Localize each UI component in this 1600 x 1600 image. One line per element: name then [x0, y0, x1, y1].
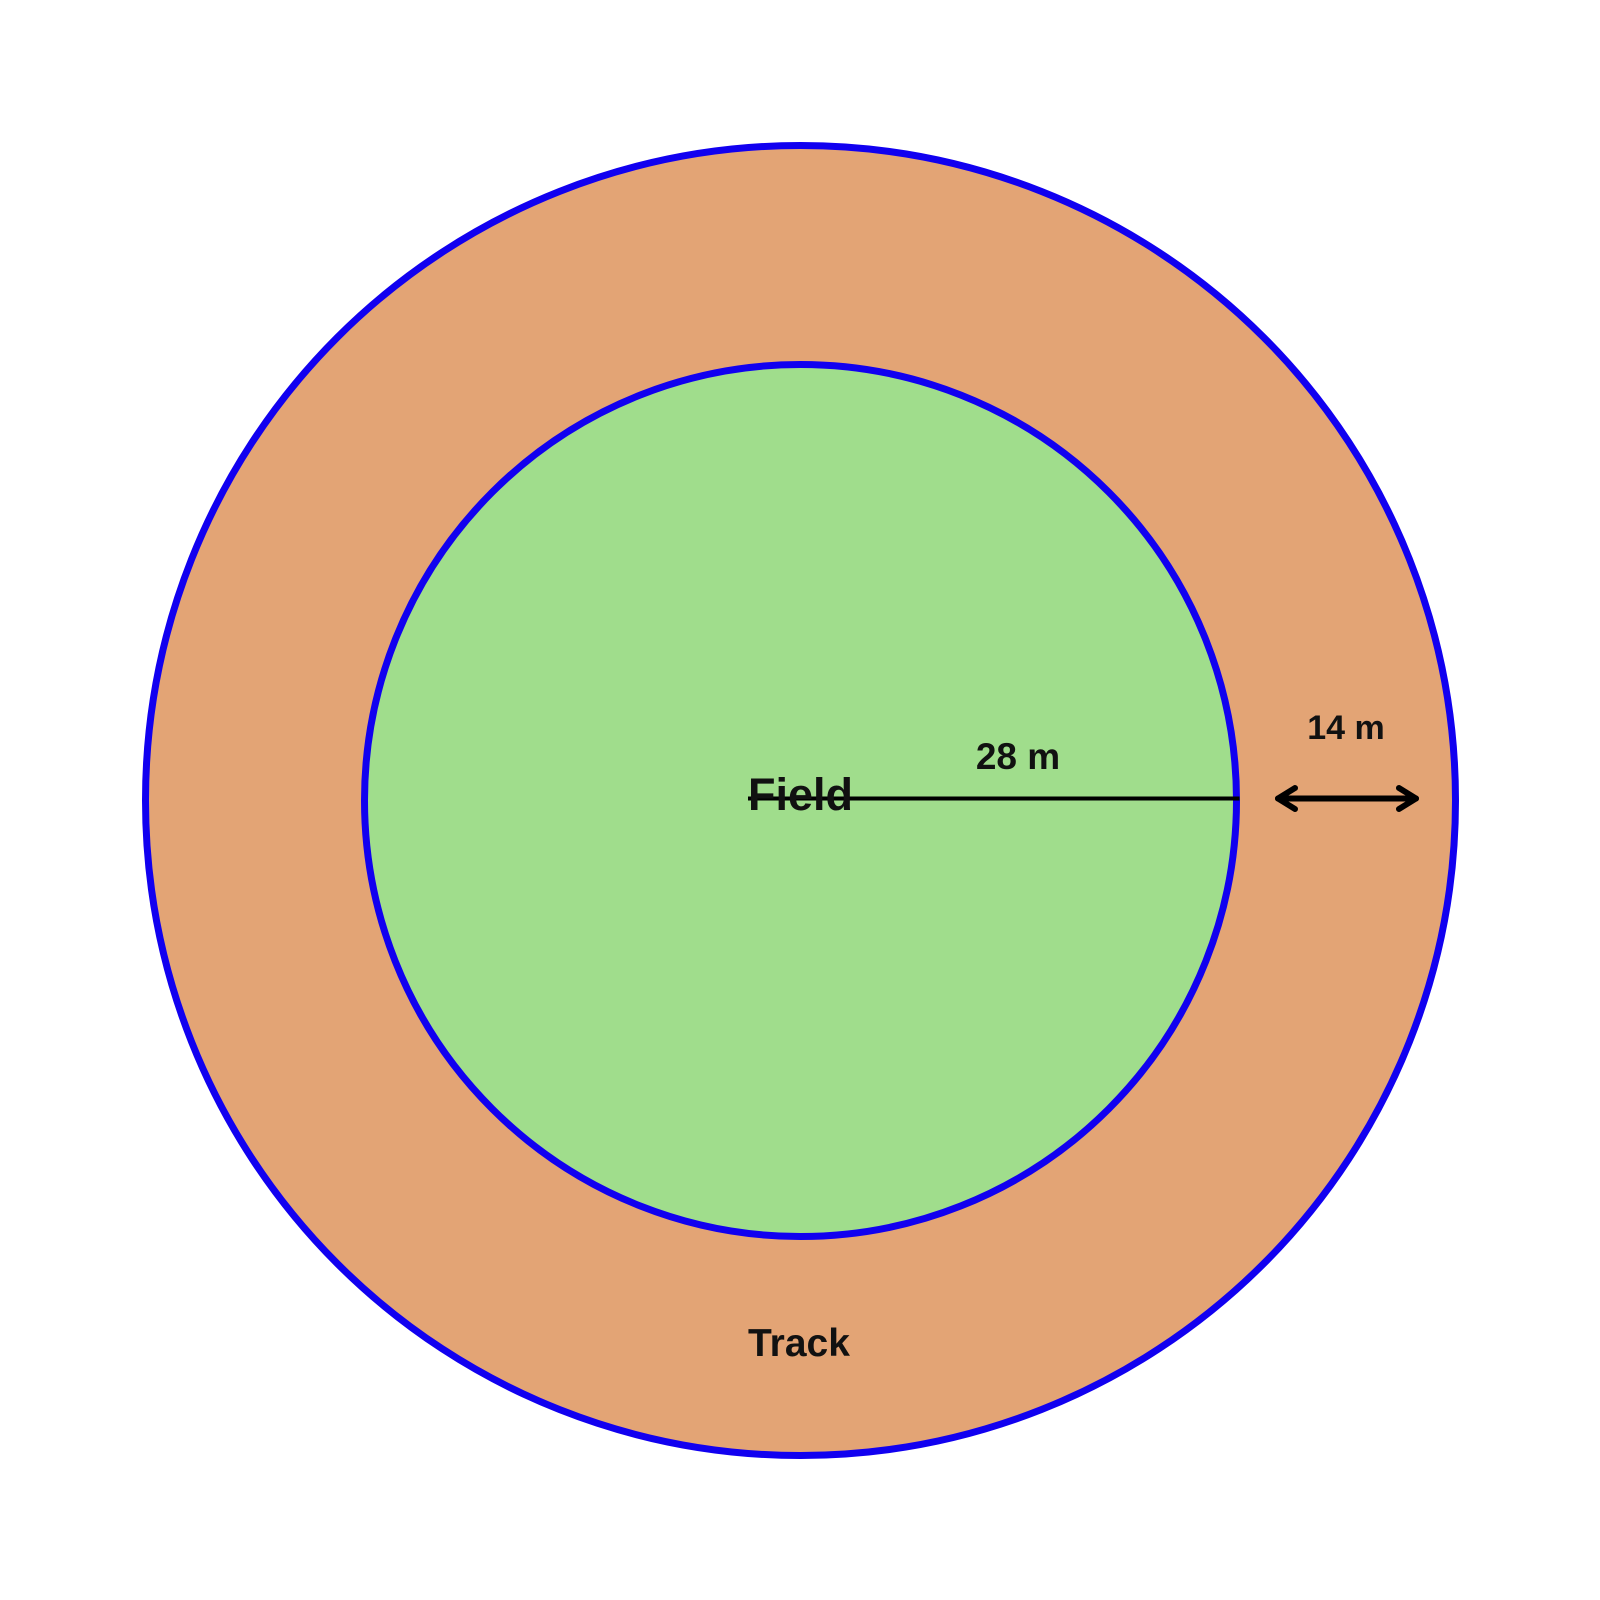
- svg-text:14 m: 14 m: [1307, 709, 1385, 747]
- svg-text:Track: Track: [748, 1322, 850, 1365]
- svg-text:28 m: 28 m: [976, 736, 1060, 777]
- svg-text:Field: Field: [748, 769, 853, 820]
